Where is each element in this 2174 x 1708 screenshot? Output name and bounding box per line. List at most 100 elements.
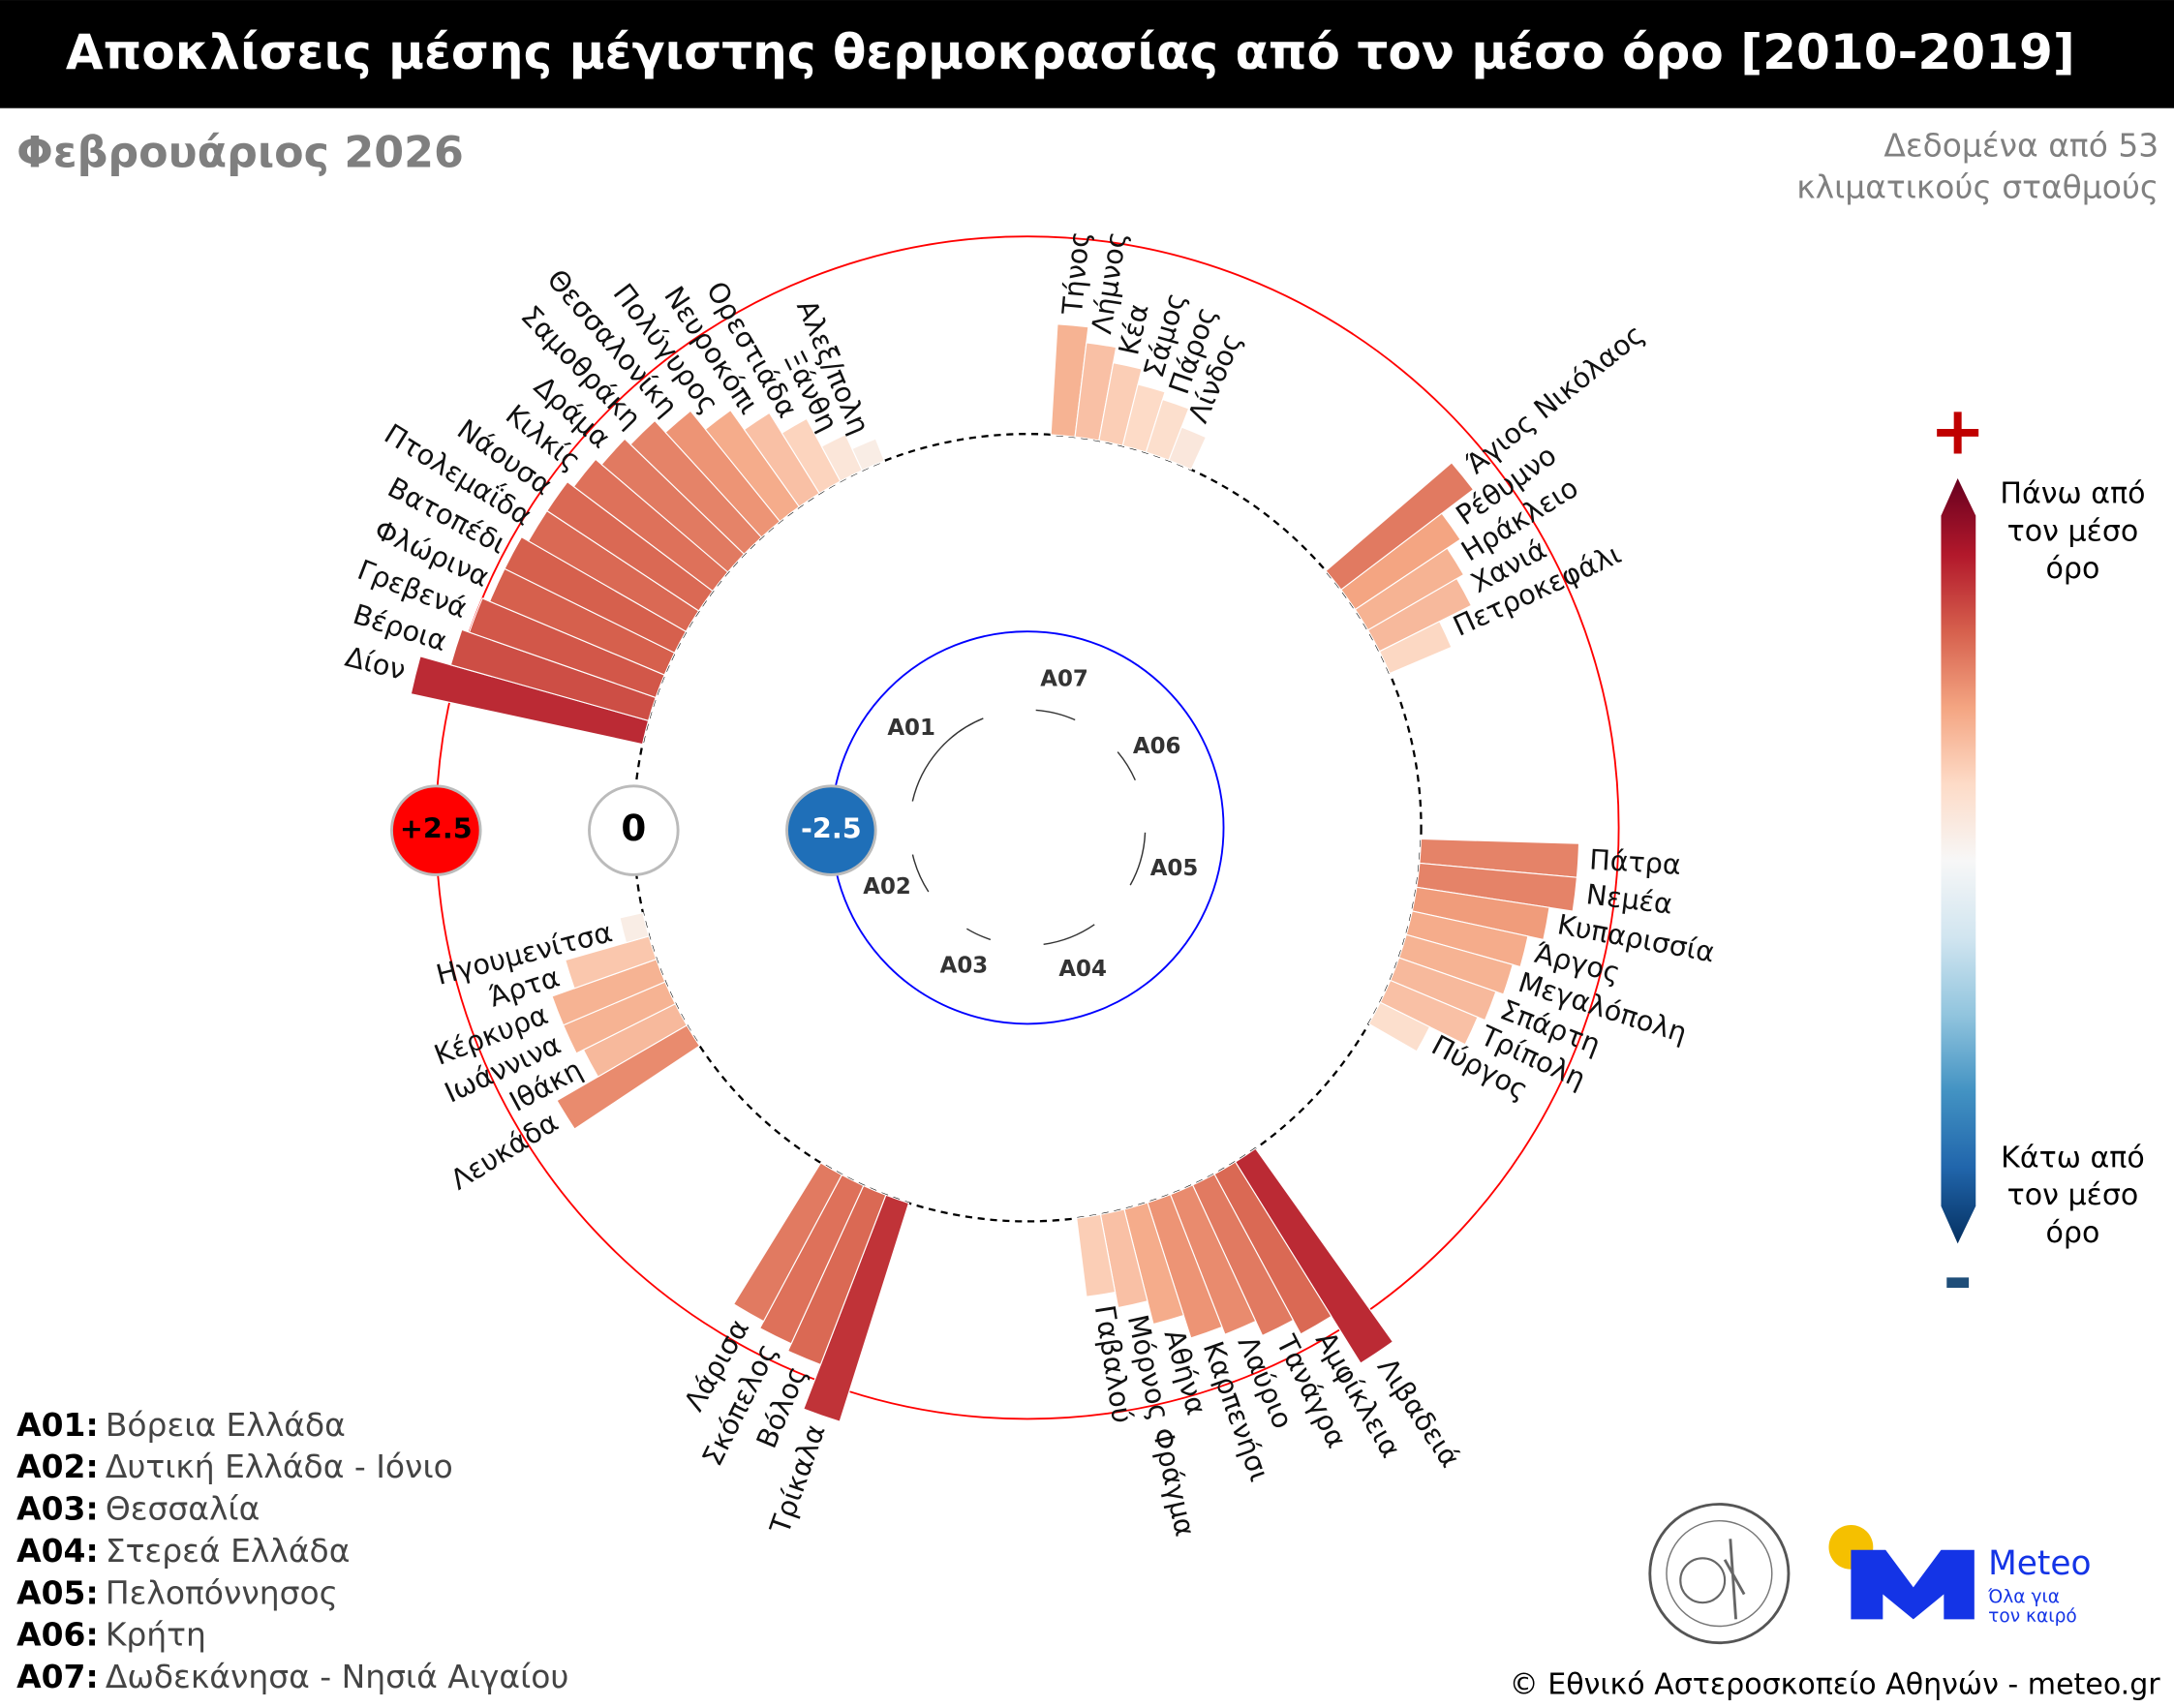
scale-label: -2.5 bbox=[801, 812, 862, 845]
colorbar-high-label: τον μέσο bbox=[2007, 514, 2139, 548]
bar bbox=[468, 597, 665, 699]
legend-key: A04: bbox=[16, 1532, 98, 1570]
bar bbox=[1411, 886, 1550, 941]
bar bbox=[743, 412, 820, 508]
bar bbox=[572, 458, 729, 593]
group-label: A07 bbox=[1040, 666, 1088, 691]
bar bbox=[1074, 342, 1118, 442]
group-arc bbox=[1043, 924, 1095, 946]
bar bbox=[851, 438, 886, 472]
legend-name: Κρήτη bbox=[106, 1616, 206, 1654]
bar bbox=[781, 417, 842, 495]
bar bbox=[704, 409, 801, 523]
scale-label: 0 bbox=[621, 807, 646, 849]
bar bbox=[504, 535, 688, 655]
bar bbox=[1405, 910, 1529, 968]
station-label: Τήνος bbox=[1056, 229, 1096, 317]
bar bbox=[1145, 398, 1190, 462]
bar bbox=[1397, 933, 1514, 995]
legend-name: Βόρεια Ελλάδα bbox=[106, 1406, 346, 1444]
station-label: Πάτρα bbox=[1588, 842, 1682, 881]
group-label: A05 bbox=[1150, 856, 1199, 881]
scale-badge bbox=[588, 784, 680, 876]
station-label: Δίον bbox=[342, 640, 409, 686]
bar bbox=[449, 628, 657, 722]
legend-key: A07: bbox=[16, 1658, 98, 1695]
group-label: A01 bbox=[887, 716, 935, 741]
chart-title: Αποκλίσεις μέσης μέγιστης θερμοκρασίας α… bbox=[66, 23, 2075, 80]
logo-tagline: Όλα για bbox=[1987, 1587, 2060, 1607]
bar bbox=[600, 438, 746, 573]
bar bbox=[1367, 1001, 1431, 1052]
legend-name: Πελοπόννησος bbox=[106, 1573, 338, 1611]
bar bbox=[1169, 1184, 1257, 1335]
scale-badge bbox=[390, 784, 482, 876]
bar bbox=[803, 1194, 910, 1422]
noa-logo bbox=[1648, 1503, 1791, 1645]
colorbar-high-symbol: + bbox=[1930, 393, 1986, 471]
bar bbox=[758, 1174, 865, 1345]
title-bar bbox=[0, 0, 2174, 108]
note: κλιματικούς σταθμούς bbox=[1796, 168, 2159, 205]
group-label: A06 bbox=[1133, 734, 1181, 759]
axis-circle bbox=[632, 433, 1423, 1223]
bar bbox=[1354, 547, 1465, 631]
group-arc bbox=[911, 854, 930, 893]
bar bbox=[1234, 1147, 1394, 1364]
bar bbox=[786, 1184, 887, 1366]
group-label: A02 bbox=[863, 874, 911, 900]
bar bbox=[551, 958, 666, 1026]
bar bbox=[1147, 1193, 1223, 1339]
bar bbox=[1099, 1208, 1148, 1309]
subtitle: Φεβρουάριος 2026 bbox=[16, 128, 464, 177]
group-arc bbox=[911, 717, 984, 802]
bar bbox=[1191, 1173, 1295, 1337]
legend-key: A02: bbox=[16, 1448, 98, 1485]
logo-tagline: τον καιρό bbox=[1988, 1606, 2077, 1627]
copyright: © Εθνικό Αστεροσκοπείο Αθηνών - meteo.gr bbox=[1510, 1668, 2161, 1702]
group-arc bbox=[1117, 751, 1136, 781]
legend-name: Στερεά Ελλάδα bbox=[106, 1532, 351, 1570]
bar bbox=[1366, 577, 1473, 653]
colorbar-low-label: Κάτω από bbox=[2001, 1141, 2145, 1174]
bar bbox=[565, 935, 658, 990]
bar bbox=[1340, 512, 1461, 611]
colorbar bbox=[1941, 477, 1976, 1244]
group-arc bbox=[965, 928, 992, 941]
bars bbox=[410, 323, 1580, 1422]
bar bbox=[1050, 323, 1089, 438]
bar bbox=[1076, 1213, 1117, 1297]
bar bbox=[1378, 620, 1453, 675]
legend-name: Θεσσαλία bbox=[106, 1490, 260, 1528]
scale-badge bbox=[785, 784, 877, 876]
bar bbox=[629, 419, 763, 556]
bar bbox=[546, 480, 714, 612]
legend-key: A03: bbox=[16, 1490, 98, 1528]
colorbar-high-label: όρο bbox=[2046, 552, 2100, 586]
station-label: Λευκάδα bbox=[444, 1105, 564, 1196]
legend-key: A06: bbox=[16, 1616, 98, 1654]
bar bbox=[1098, 362, 1143, 446]
bar bbox=[1168, 426, 1208, 471]
bar bbox=[820, 433, 863, 482]
legend-key: A01: bbox=[16, 1406, 98, 1444]
colorbar-high-label: Πάνω από bbox=[2000, 477, 2145, 511]
colorbar-low-label: όρο bbox=[2046, 1216, 2100, 1250]
bar bbox=[1325, 462, 1475, 591]
legend-name: Δωδεκάνησα - Νησιά Αιγαίου bbox=[106, 1658, 569, 1695]
group-label: A03 bbox=[940, 954, 989, 979]
legend-key: A05: bbox=[16, 1573, 98, 1611]
bar bbox=[1213, 1161, 1332, 1335]
colorbar-low-symbol: - bbox=[1943, 1236, 1973, 1321]
axis-circle bbox=[830, 630, 1225, 1025]
bar bbox=[410, 656, 650, 746]
colorbar-low-label: τον μέσο bbox=[2007, 1178, 2139, 1212]
bar bbox=[1379, 979, 1479, 1046]
group-label: A04 bbox=[1058, 957, 1107, 982]
group-arc bbox=[1035, 709, 1076, 721]
bar bbox=[556, 1024, 701, 1130]
bar bbox=[1121, 383, 1166, 453]
bar bbox=[732, 1162, 843, 1323]
